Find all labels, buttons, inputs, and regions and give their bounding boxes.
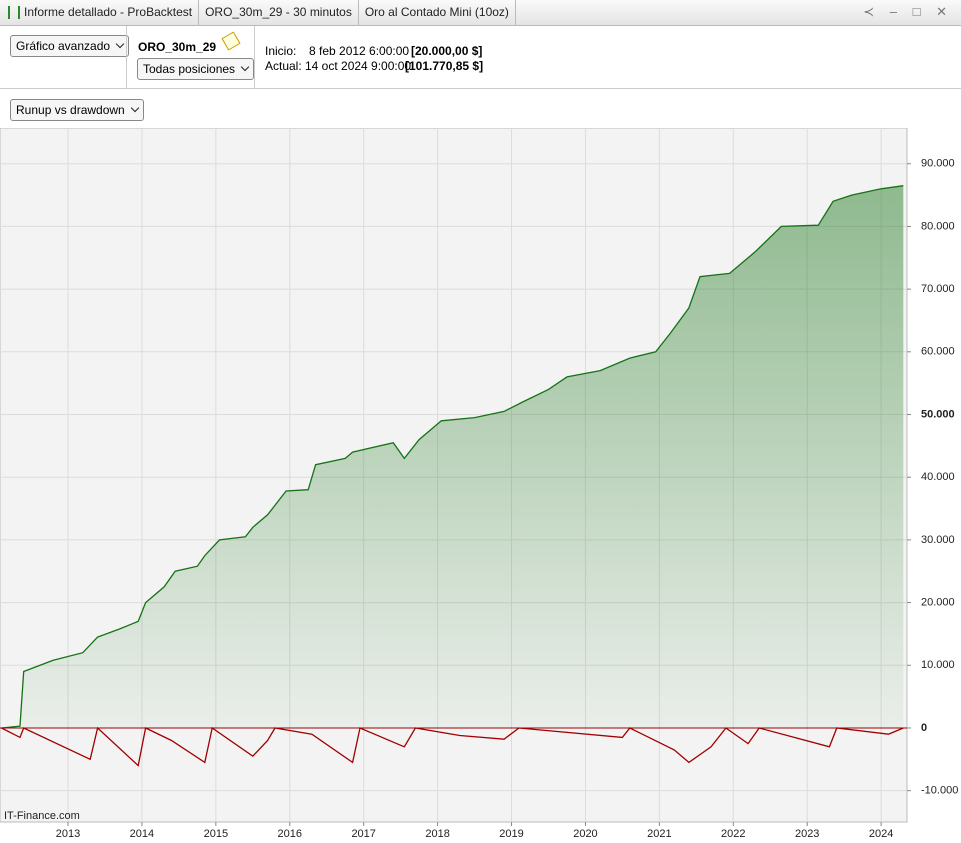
date: 8 feb 2012 6:00:00 (309, 44, 410, 58)
view-bar: Runup vs drawdown (0, 89, 961, 128)
series-line (1, 726, 904, 767)
y-tick-label: 90.000 (921, 158, 955, 170)
y-tick-label: 40.000 (921, 471, 955, 483)
select[interactable]: Todas posiciones (137, 58, 255, 80)
app-icon (8, 6, 20, 19)
capital: [101.770,85 $] (405, 59, 484, 73)
title-bar: Informe detallado - ProBacktest ORO_30m_… (0, 0, 961, 26)
x-tick-label: 2021 (647, 828, 671, 840)
date: 14 oct 2024 9:00:00 (305, 59, 412, 73)
label: Inicio: (265, 44, 297, 58)
toolbar: Gráfico avanzado ORO_30m_29 Todas posici… (0, 26, 961, 89)
edit-icon[interactable] (221, 31, 241, 51)
x-tick-label: 2017 (351, 828, 375, 840)
y-tick-label: 50.000 (921, 408, 955, 420)
window-buttons[interactable]: ≺ – □ ✕ (863, 4, 953, 19)
capital: [20.000,00 $] (411, 44, 483, 58)
y-tick-label: 10.000 (921, 659, 955, 671)
separator (254, 26, 255, 88)
tab[interactable]: ORO_30m_29 - 30 minutos (199, 0, 359, 25)
tab-title: ORO_30m_29 - 30 minutos (205, 5, 352, 19)
tab-title: Informe detallado - ProBacktest (24, 5, 193, 19)
y-tick-label: 0 (921, 722, 927, 734)
y-tick-label: 20.000 (921, 596, 955, 608)
tab-title: Oro al Contado Mini (10oz) (364, 5, 509, 19)
x-tick-label: 2020 (573, 828, 597, 840)
y-tick-label: -10.000 (921, 785, 958, 797)
x-tick-label: 2014 (130, 828, 154, 840)
y-tick-label: 70.000 (921, 283, 955, 295)
separator (126, 26, 127, 88)
x-tick-label: 2018 (425, 828, 449, 840)
x-tick-label: 2013 (56, 828, 80, 840)
area (1, 185, 904, 728)
x-tick-label: 2022 (721, 828, 745, 840)
x-tick-label: 2019 (499, 828, 523, 840)
select[interactable]: Runup vs drawdown (10, 99, 144, 121)
tab[interactable]: Oro al Contado Mini (10oz) (359, 0, 516, 25)
x-tick-label: 2024 (869, 828, 893, 840)
series-line (1, 185, 904, 729)
label: Actual: (265, 59, 302, 73)
x-tick-label: 2015 (204, 828, 228, 840)
chart: -10.000 0 10.000 20.000 30.000 40.000 50.000 60… (0, 128, 958, 840)
y-tick-label: 30.000 (921, 534, 955, 546)
x-tick-label: 2016 (278, 828, 302, 840)
system-name: ORO_30m_29 (138, 40, 217, 54)
tab[interactable]: Informe detallado - ProBacktest (0, 0, 200, 25)
y-tick-label: 80.000 (921, 220, 955, 232)
watermark: IT-Finance.com (4, 810, 80, 822)
select[interactable]: Gráfico avanzado (10, 35, 130, 57)
x-tick-label: 2023 (795, 828, 819, 840)
y-tick-label: 60.000 (921, 346, 955, 358)
